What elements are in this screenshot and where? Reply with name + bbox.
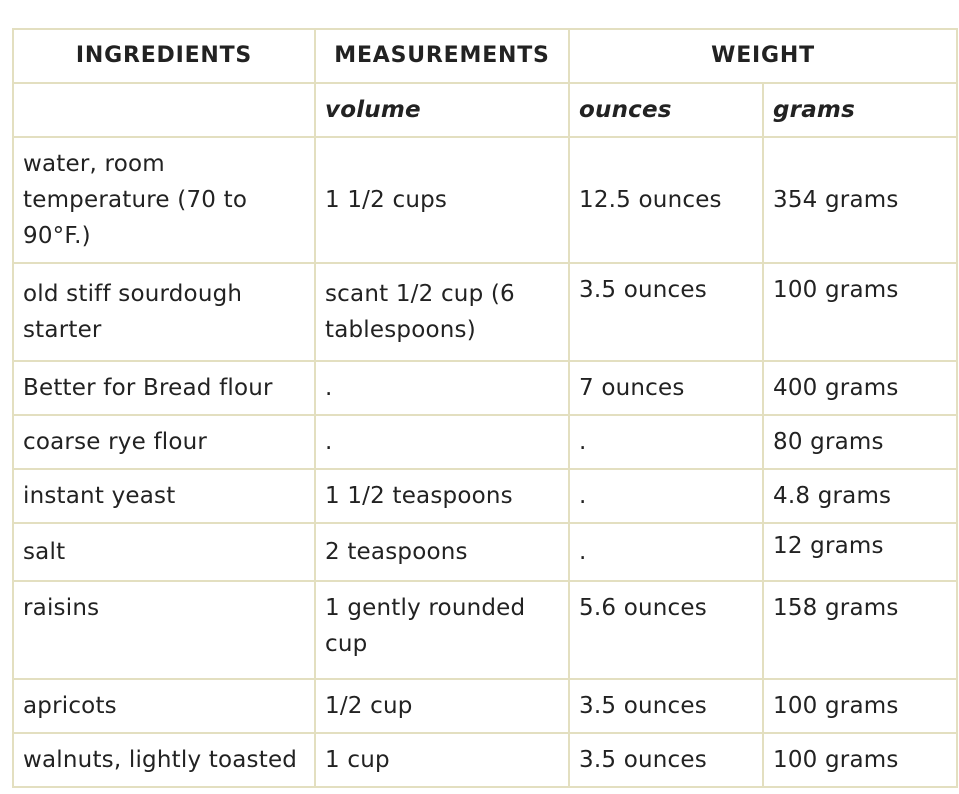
ingredient-cell: raisins bbox=[12, 580, 316, 680]
volume-cell: scant 1/2 cup (6 tablespoons) bbox=[314, 262, 570, 362]
volume-cell: 2 teaspoons bbox=[314, 522, 570, 582]
ounces-cell: 12.5 ounces bbox=[568, 136, 764, 264]
table-row: salt 2 teaspoons . 12 grams bbox=[12, 522, 959, 582]
table-row: instant yeast 1 1/2 teaspoons . 4.8 gram… bbox=[12, 468, 959, 524]
volume-cell: . bbox=[314, 414, 570, 470]
ingredient-cell: apricots bbox=[12, 678, 316, 734]
ingredient-cell: instant yeast bbox=[12, 468, 316, 524]
ounces-cell: 3.5 ounces bbox=[568, 678, 764, 734]
subheader-ounces: ounces bbox=[568, 82, 764, 138]
grams-cell: 100 grams bbox=[761, 678, 959, 734]
volume-cell: 1 gently rounded cup bbox=[314, 580, 570, 680]
grams-cell: 80 grams bbox=[761, 414, 959, 470]
volume-cell: 1/2 cup bbox=[314, 678, 570, 734]
grams-cell: 100 grams bbox=[761, 732, 959, 788]
ingredient-cell: salt bbox=[12, 522, 316, 582]
volume-cell: 1 1/2 cups bbox=[314, 136, 570, 264]
ounces-cell: . bbox=[568, 522, 764, 582]
ingredient-cell: walnuts, lightly toasted bbox=[12, 732, 316, 788]
subheader-volume: volume bbox=[314, 82, 570, 138]
volume-cell: . bbox=[314, 360, 570, 416]
volume-cell: 1 cup bbox=[314, 732, 570, 788]
table-row: walnuts, lightly toasted 1 cup 3.5 ounce… bbox=[12, 732, 959, 788]
table-row: coarse rye flour . . 80 grams bbox=[12, 414, 959, 470]
grams-cell: 12 grams bbox=[761, 522, 959, 582]
ingredient-cell: old stiff sourdough starter bbox=[12, 262, 316, 362]
table-row: Better for Bread flour . 7 ounces 400 gr… bbox=[12, 360, 959, 416]
table-row: apricots 1/2 cup 3.5 ounces 100 grams bbox=[12, 678, 959, 734]
ingredients-table: INGREDIENTS MEASUREMENTS WEIGHT volume o… bbox=[12, 28, 959, 788]
table-row: water, room temperature (70 to 90°F.) 1 … bbox=[12, 136, 959, 264]
grams-cell: 354 grams bbox=[761, 136, 959, 264]
ounces-cell: 3.5 ounces bbox=[568, 732, 764, 788]
ounces-cell: 7 ounces bbox=[568, 360, 764, 416]
header-row: INGREDIENTS MEASUREMENTS WEIGHT bbox=[12, 28, 959, 84]
ingredient-cell: water, room temperature (70 to 90°F.) bbox=[12, 136, 316, 264]
grams-cell: 100 grams bbox=[761, 262, 959, 362]
subheader-grams: grams bbox=[761, 82, 959, 138]
grams-cell: 4.8 grams bbox=[761, 468, 959, 524]
ingredient-cell: Better for Bread flour bbox=[12, 360, 316, 416]
volume-cell: 1 1/2 teaspoons bbox=[314, 468, 570, 524]
grams-cell: 158 grams bbox=[761, 580, 959, 680]
ounces-cell: 5.6 ounces bbox=[568, 580, 764, 680]
header-measurements: MEASUREMENTS bbox=[314, 28, 570, 84]
ounces-cell: 3.5 ounces bbox=[568, 262, 764, 362]
header-weight: WEIGHT bbox=[567, 28, 959, 84]
table-row: raisins 1 gently rounded cup 5.6 ounces … bbox=[12, 580, 959, 680]
header-ingredients: INGREDIENTS bbox=[12, 28, 316, 84]
subheader-row: volume ounces grams bbox=[12, 82, 959, 138]
ingredient-cell: coarse rye flour bbox=[12, 414, 316, 470]
table-row: old stiff sourdough starter scant 1/2 cu… bbox=[12, 262, 959, 362]
ounces-cell: . bbox=[568, 468, 764, 524]
subheader-blank bbox=[12, 82, 316, 138]
grams-cell: 400 grams bbox=[761, 360, 959, 416]
ounces-cell: . bbox=[568, 414, 764, 470]
